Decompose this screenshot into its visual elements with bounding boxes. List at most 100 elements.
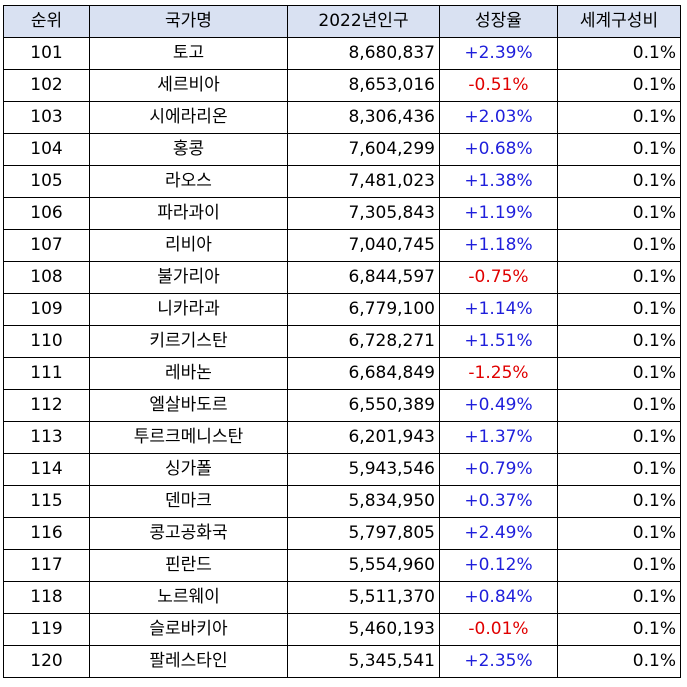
rank-cell: 120	[3, 645, 90, 678]
table-row: 119 슬로바키아 5,460,193 -0.01% 0.1%	[3, 613, 681, 646]
rank-cell: 110	[3, 325, 90, 358]
country-cell: 팔레스타인	[89, 645, 288, 678]
country-cell: 레바논	[89, 357, 288, 390]
country-cell: 노르웨이	[89, 581, 288, 614]
header-population: 2022년인구	[287, 5, 440, 38]
country-cell: 니카라과	[89, 293, 288, 326]
rank-cell: 111	[3, 357, 90, 390]
growth-cell: +0.68%	[439, 133, 558, 166]
growth-cell: +1.14%	[439, 293, 558, 326]
table-row: 111 레바논 6,684,849 -1.25% 0.1%	[3, 357, 681, 390]
header-rank: 순위	[3, 5, 90, 38]
header-row: 순위 국가명 2022년인구 성장율 세계구성비	[3, 5, 681, 38]
growth-cell: +0.84%	[439, 581, 558, 614]
growth-cell: +1.51%	[439, 325, 558, 358]
rank-cell: 109	[3, 293, 90, 326]
population-cell: 5,834,950	[287, 485, 440, 518]
population-cell: 6,844,597	[287, 261, 440, 294]
header-country: 국가명	[89, 5, 288, 38]
growth-cell: +2.49%	[439, 517, 558, 550]
share-cell: 0.1%	[557, 613, 681, 646]
share-cell: 0.1%	[557, 645, 681, 678]
table-row: 106 파라과이 7,305,843 +1.19% 0.1%	[3, 197, 681, 230]
table-row: 116 콩고공화국 5,797,805 +2.49% 0.1%	[3, 517, 681, 550]
country-cell: 토고	[89, 37, 288, 70]
population-cell: 7,305,843	[287, 197, 440, 230]
growth-cell: +0.49%	[439, 389, 558, 422]
share-cell: 0.1%	[557, 421, 681, 454]
country-cell: 리비아	[89, 229, 288, 262]
population-cell: 8,653,016	[287, 69, 440, 102]
population-cell: 7,604,299	[287, 133, 440, 166]
table-row: 104 홍콩 7,604,299 +0.68% 0.1%	[3, 133, 681, 166]
rank-cell: 118	[3, 581, 90, 614]
table-row: 101 토고 8,680,837 +2.39% 0.1%	[3, 37, 681, 70]
growth-cell: +2.03%	[439, 101, 558, 134]
growth-cell: +1.18%	[439, 229, 558, 262]
table-row: 105 라오스 7,481,023 +1.38% 0.1%	[3, 165, 681, 198]
table-row: 120 팔레스타인 5,345,541 +2.35% 0.1%	[3, 645, 681, 678]
rank-cell: 106	[3, 197, 90, 230]
rank-cell: 102	[3, 69, 90, 102]
rank-cell: 112	[3, 389, 90, 422]
growth-cell: +1.37%	[439, 421, 558, 454]
table-row: 102 세르비아 8,653,016 -0.51% 0.1%	[3, 69, 681, 102]
share-cell: 0.1%	[557, 389, 681, 422]
population-cell: 5,511,370	[287, 581, 440, 614]
country-cell: 슬로바키아	[89, 613, 288, 646]
growth-cell: +1.38%	[439, 165, 558, 198]
country-cell: 콩고공화국	[89, 517, 288, 550]
country-cell: 세르비아	[89, 69, 288, 102]
country-cell: 핀란드	[89, 549, 288, 582]
population-cell: 6,201,943	[287, 421, 440, 454]
table-row: 117 핀란드 5,554,960 +0.12% 0.1%	[3, 549, 681, 582]
country-cell: 불가리아	[89, 261, 288, 294]
population-cell: 8,306,436	[287, 101, 440, 134]
population-cell: 7,040,745	[287, 229, 440, 262]
share-cell: 0.1%	[557, 325, 681, 358]
population-cell: 6,684,849	[287, 357, 440, 390]
share-cell: 0.1%	[557, 357, 681, 390]
growth-cell: -0.51%	[439, 69, 558, 102]
rank-cell: 116	[3, 517, 90, 550]
share-cell: 0.1%	[557, 37, 681, 70]
rank-cell: 105	[3, 165, 90, 198]
growth-cell: -0.01%	[439, 613, 558, 646]
table-row: 103 시에라리온 8,306,436 +2.03% 0.1%	[3, 101, 681, 134]
country-cell: 싱가폴	[89, 453, 288, 486]
table-row: 113 투르크메니스탄 6,201,943 +1.37% 0.1%	[3, 421, 681, 454]
share-cell: 0.1%	[557, 197, 681, 230]
population-cell: 6,779,100	[287, 293, 440, 326]
growth-cell: +2.35%	[439, 645, 558, 678]
country-cell: 홍콩	[89, 133, 288, 166]
growth-cell: +1.19%	[439, 197, 558, 230]
growth-cell: +2.39%	[439, 37, 558, 70]
table-row: 108 불가리아 6,844,597 -0.75% 0.1%	[3, 261, 681, 294]
share-cell: 0.1%	[557, 453, 681, 486]
population-cell: 5,943,546	[287, 453, 440, 486]
share-cell: 0.1%	[557, 133, 681, 166]
share-cell: 0.1%	[557, 517, 681, 550]
rank-cell: 101	[3, 37, 90, 70]
table-row: 118 노르웨이 5,511,370 +0.84% 0.1%	[3, 581, 681, 614]
rank-cell: 108	[3, 261, 90, 294]
country-cell: 엘살바도르	[89, 389, 288, 422]
country-cell: 시에라리온	[89, 101, 288, 134]
rank-cell: 114	[3, 453, 90, 486]
country-cell: 라오스	[89, 165, 288, 198]
country-cell: 파라과이	[89, 197, 288, 230]
growth-cell: -1.25%	[439, 357, 558, 390]
population-cell: 5,460,193	[287, 613, 440, 646]
population-cell: 6,550,389	[287, 389, 440, 422]
header-share: 세계구성비	[557, 5, 681, 38]
share-cell: 0.1%	[557, 549, 681, 582]
share-cell: 0.1%	[557, 69, 681, 102]
growth-cell: +0.12%	[439, 549, 558, 582]
share-cell: 0.1%	[557, 261, 681, 294]
growth-cell: +0.79%	[439, 453, 558, 486]
share-cell: 0.1%	[557, 293, 681, 326]
share-cell: 0.1%	[557, 101, 681, 134]
table-row: 112 엘살바도르 6,550,389 +0.49% 0.1%	[3, 389, 681, 422]
rank-cell: 113	[3, 421, 90, 454]
rank-cell: 117	[3, 549, 90, 582]
